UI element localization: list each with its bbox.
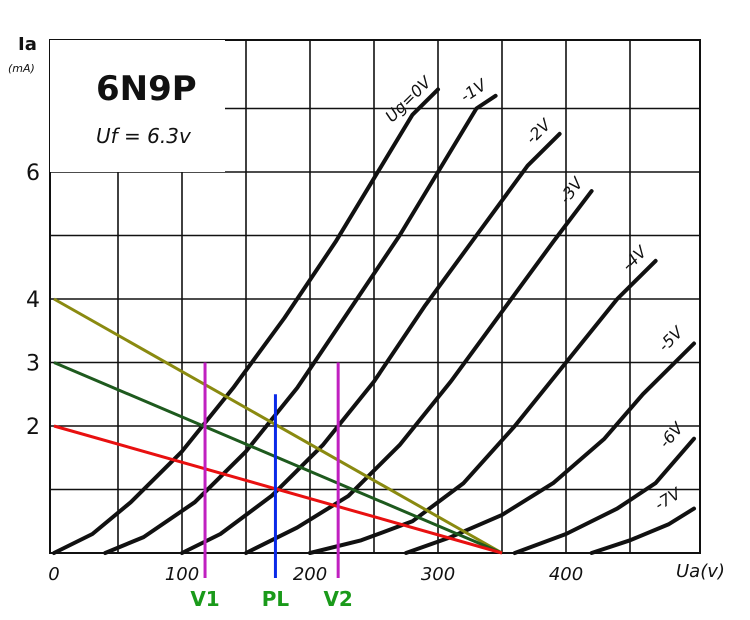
x-tick-label: 400	[549, 564, 583, 585]
characteristic-curve	[180, 131, 562, 555]
characteristic-curve	[103, 93, 498, 555]
y-axis-unit: (mA)	[8, 62, 35, 75]
characteristic-curve	[244, 189, 594, 555]
characteristic-curve	[308, 258, 658, 555]
x-tick-label: 200	[293, 564, 327, 585]
load-lines	[53, 297, 503, 555]
marker-label: V1	[190, 587, 219, 611]
curve-label: -7V	[651, 483, 685, 514]
tick-labels: 0 100 200 300 400 2 3 4 6	[26, 161, 583, 585]
title-box: 6N9P Uf = 6.3v	[50, 40, 225, 172]
load-line	[53, 297, 503, 555]
x-tick-label: 300	[421, 564, 455, 585]
curve-label: -6V	[655, 418, 688, 452]
load-line	[53, 424, 503, 555]
chart-title: 6N9P	[96, 69, 197, 109]
x-tick-label: 100	[165, 564, 199, 585]
x-axis-label: Ua(v)	[676, 561, 725, 582]
characteristic-curve	[589, 506, 696, 555]
y-tick-label: 6	[26, 161, 40, 186]
curve-label: -5V	[654, 322, 687, 355]
characteristic-curve	[52, 87, 440, 555]
y-tick-label: 4	[26, 288, 40, 313]
y-tick-label: 3	[26, 352, 40, 377]
chart-subtitle: Uf = 6.3v	[96, 124, 192, 148]
x-tick-label: 0	[48, 564, 59, 585]
y-axis-label: Ia	[18, 34, 37, 55]
characteristic-curve	[512, 436, 696, 555]
load-line	[53, 361, 503, 555]
marker-label: PL	[262, 587, 290, 611]
marker-label: V2	[323, 587, 352, 611]
y-tick-label: 2	[26, 415, 40, 440]
plot-frame	[49, 39, 701, 554]
markers: V1 PL V2	[190, 362, 353, 611]
